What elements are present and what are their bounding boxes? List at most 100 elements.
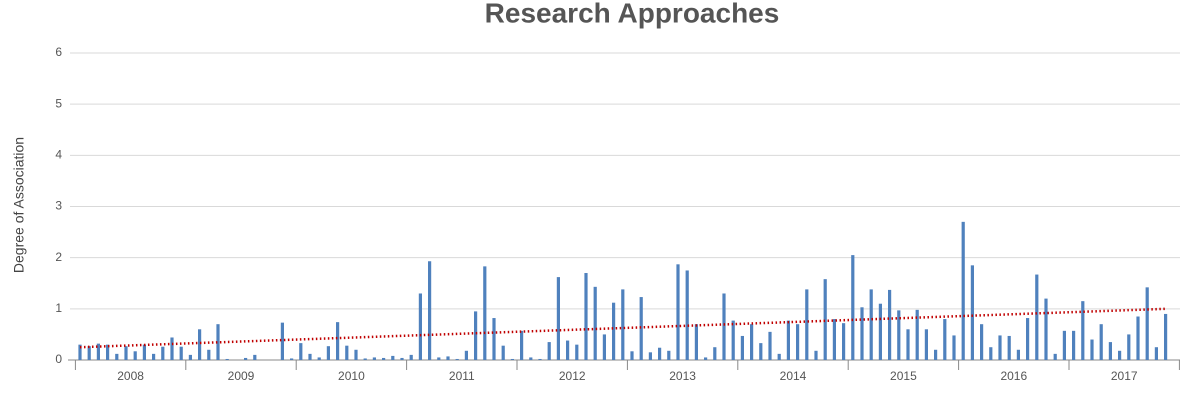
chart-title: Research Approaches bbox=[485, 0, 780, 28]
bar bbox=[860, 307, 864, 360]
bar bbox=[207, 349, 211, 360]
x-tick-label: 2008 bbox=[117, 369, 144, 383]
bar bbox=[575, 344, 579, 360]
bar bbox=[1136, 316, 1140, 360]
bar bbox=[510, 358, 514, 360]
bar bbox=[446, 356, 450, 360]
bar bbox=[621, 289, 625, 360]
bar bbox=[842, 323, 846, 360]
bar bbox=[694, 324, 698, 360]
bar bbox=[188, 354, 192, 360]
bar bbox=[906, 329, 910, 360]
y-tick-label: 5 bbox=[55, 96, 62, 110]
bar bbox=[1145, 287, 1149, 360]
bar bbox=[133, 351, 137, 360]
bar bbox=[1044, 298, 1048, 360]
bar bbox=[170, 337, 174, 360]
bar bbox=[290, 358, 294, 360]
bar bbox=[768, 331, 772, 360]
bar bbox=[253, 354, 257, 360]
bar bbox=[566, 340, 570, 360]
bar bbox=[363, 358, 367, 360]
y-tick-label: 6 bbox=[55, 45, 62, 59]
bar bbox=[667, 350, 671, 360]
bar bbox=[1053, 353, 1057, 360]
bar bbox=[1072, 330, 1076, 360]
bar bbox=[409, 354, 413, 360]
x-tick-label: 2014 bbox=[780, 369, 807, 383]
bar bbox=[704, 357, 708, 360]
bar bbox=[731, 320, 735, 360]
bar bbox=[1026, 318, 1030, 360]
bar bbox=[280, 322, 284, 360]
bar bbox=[722, 293, 726, 360]
bar bbox=[750, 324, 754, 360]
bar bbox=[593, 286, 597, 360]
bar bbox=[612, 302, 616, 360]
bar bbox=[520, 330, 524, 360]
bar bbox=[648, 352, 652, 360]
x-tick-label: 2012 bbox=[559, 369, 586, 383]
y-tick-label: 0 bbox=[55, 352, 62, 366]
bar bbox=[1035, 274, 1039, 360]
x-tick-label: 2009 bbox=[228, 369, 255, 383]
bar bbox=[179, 346, 183, 360]
bar bbox=[455, 358, 459, 360]
bar bbox=[1154, 347, 1158, 360]
bar bbox=[400, 357, 404, 360]
x-tick-label: 2011 bbox=[449, 369, 475, 383]
y-tick-label: 2 bbox=[55, 250, 62, 264]
x-tick-label: 2016 bbox=[1000, 369, 1027, 383]
bar bbox=[336, 322, 340, 360]
bar bbox=[584, 273, 588, 360]
bar bbox=[198, 329, 202, 360]
bar bbox=[989, 347, 993, 360]
x-tick-label: 2013 bbox=[669, 369, 696, 383]
y-axis-label: Degree of Association bbox=[11, 137, 27, 273]
bar bbox=[124, 346, 128, 360]
bar bbox=[759, 343, 763, 360]
bar bbox=[888, 289, 892, 360]
bar bbox=[961, 221, 965, 360]
bar bbox=[639, 297, 643, 360]
x-tick-label: 2017 bbox=[1111, 369, 1138, 383]
bar bbox=[1108, 342, 1112, 360]
bar bbox=[216, 324, 220, 360]
bar bbox=[115, 353, 119, 360]
bar bbox=[538, 358, 542, 360]
bar bbox=[814, 350, 818, 360]
bar bbox=[372, 357, 376, 360]
bar bbox=[161, 346, 165, 360]
bar bbox=[474, 311, 478, 360]
bar bbox=[952, 335, 956, 360]
bar bbox=[685, 270, 689, 360]
bar bbox=[713, 347, 717, 360]
bar bbox=[1118, 350, 1122, 360]
bar bbox=[786, 320, 790, 360]
bar bbox=[740, 335, 744, 360]
bar bbox=[998, 335, 1002, 360]
bar bbox=[326, 346, 330, 360]
bar bbox=[1164, 313, 1168, 360]
trendline bbox=[79, 307, 1166, 349]
bar bbox=[658, 347, 662, 360]
bar bbox=[1090, 339, 1094, 360]
bar bbox=[1081, 301, 1085, 360]
bar bbox=[87, 346, 91, 360]
bar bbox=[382, 357, 386, 360]
bar bbox=[897, 310, 901, 360]
bar bbox=[943, 319, 947, 360]
bar bbox=[142, 344, 146, 360]
bar bbox=[428, 261, 432, 360]
bar bbox=[777, 353, 781, 360]
bar bbox=[915, 309, 919, 360]
bar bbox=[464, 350, 468, 360]
bar bbox=[1099, 324, 1103, 360]
bar bbox=[924, 329, 928, 360]
bar bbox=[630, 351, 634, 360]
bar bbox=[832, 319, 836, 360]
bar bbox=[934, 349, 938, 360]
bar bbox=[437, 357, 441, 360]
bar bbox=[1062, 330, 1066, 360]
